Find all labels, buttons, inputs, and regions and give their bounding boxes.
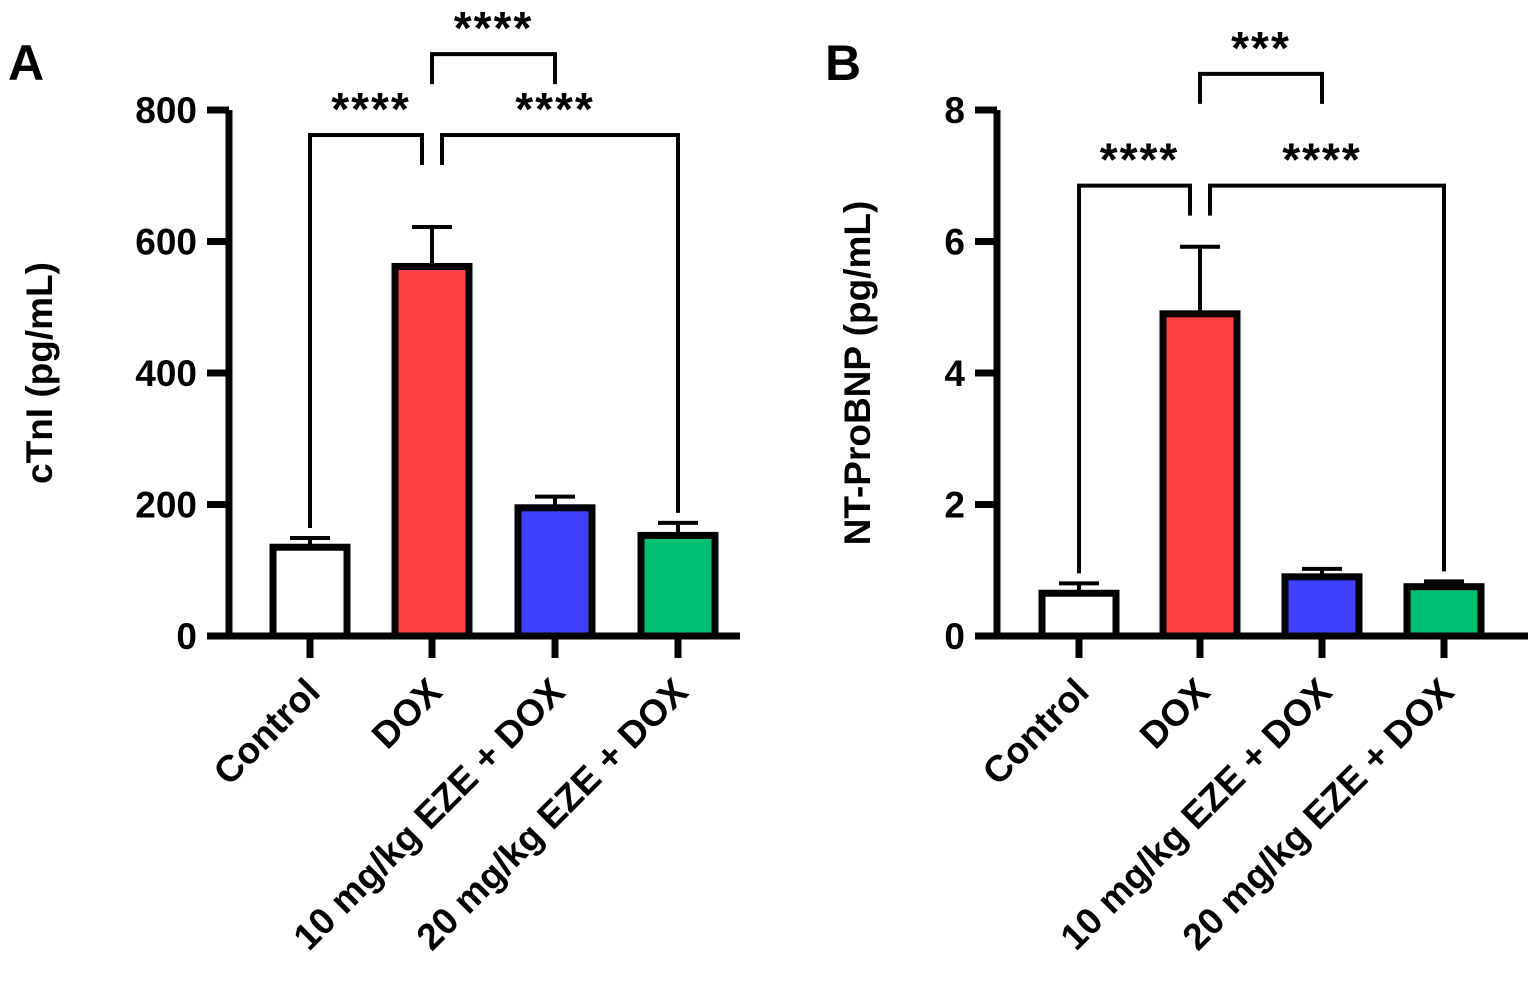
significance-label: ****	[1282, 134, 1362, 186]
significance-bracket	[1198, 71, 1324, 104]
bar	[1159, 310, 1241, 640]
y-tick-label: 200	[135, 485, 197, 526]
significance-label: ****	[515, 83, 595, 135]
bar	[514, 504, 596, 640]
bar	[1038, 589, 1120, 640]
significance-label: ***	[1231, 22, 1291, 74]
bar	[269, 543, 351, 640]
category-label: Control	[975, 671, 1097, 793]
y-tick-label: 800	[135, 90, 197, 131]
significance-bracket	[1208, 183, 1446, 572]
bar	[1403, 583, 1485, 640]
bar	[391, 262, 473, 640]
y-tick-label: 2	[944, 485, 965, 526]
significance-bracket	[430, 52, 557, 85]
category-label: Control	[206, 671, 328, 793]
significance-bracket	[308, 132, 424, 529]
y-tick-label: 4	[944, 353, 965, 394]
significance-label: ****	[1100, 134, 1180, 186]
y-tick-label: 0	[176, 616, 197, 657]
panel-label: A	[8, 35, 44, 91]
y-tick-label: 600	[135, 222, 197, 263]
significance-label: ****	[454, 2, 534, 54]
panel-label: B	[825, 35, 861, 91]
category-label: DOX	[364, 670, 450, 756]
significance-label: ****	[331, 83, 411, 135]
y-tick-label: 6	[944, 222, 965, 263]
bar	[637, 531, 719, 640]
y-tick-label: 0	[944, 616, 965, 657]
significance-bracket	[440, 132, 680, 513]
bar	[1281, 573, 1363, 640]
y-axis-label: NT-ProBNP (pg/mL)	[837, 201, 878, 546]
category-label: DOX	[1132, 670, 1218, 756]
y-tick-label: 400	[135, 353, 197, 394]
y-tick-label: 8	[944, 90, 965, 131]
y-axis-label: cTnI (pg/mL)	[19, 262, 60, 484]
significance-bracket	[1077, 183, 1192, 574]
